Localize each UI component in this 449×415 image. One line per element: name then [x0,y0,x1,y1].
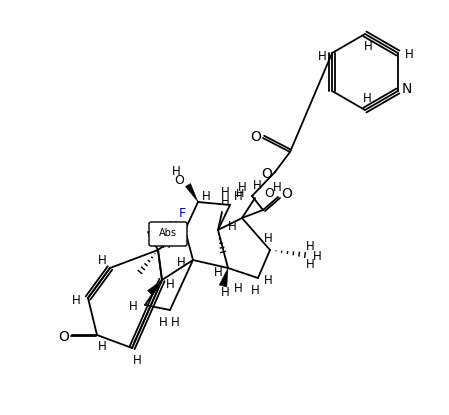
Text: H: H [169,220,177,234]
Text: H: H [363,93,371,105]
Text: H: H [220,195,229,208]
Text: H: H [318,49,326,63]
Text: H: H [171,315,179,329]
Text: H: H [306,239,314,252]
Text: O: O [282,187,292,201]
Text: Abs: Abs [159,228,177,238]
Text: H: H [220,186,229,200]
Text: H: H [97,254,106,266]
Text: H: H [228,220,236,232]
Text: O: O [174,174,184,188]
Text: O: O [58,330,70,344]
Text: H: H [166,278,174,291]
Text: H: H [236,189,244,199]
Text: H: H [364,39,372,53]
Text: H: H [405,47,413,61]
Text: H: H [233,190,242,203]
Polygon shape [219,268,228,287]
Text: H: H [176,256,185,269]
Text: O: O [262,167,273,181]
Text: H: H [158,315,167,329]
Text: O: O [251,130,261,144]
Text: H: H [264,232,273,244]
Text: H: H [172,166,180,178]
Polygon shape [185,183,198,202]
Text: H: H [162,239,170,251]
Text: H: H [253,180,261,193]
Text: H: H [132,354,141,366]
Text: H: H [214,266,222,279]
Text: N: N [402,82,412,96]
Polygon shape [147,280,162,295]
Text: H: H [238,181,247,195]
Text: H: H [220,286,229,300]
Text: H: H [202,190,211,203]
Text: H: H [128,300,137,313]
Text: H: H [72,293,80,307]
Text: H: H [97,340,106,354]
Text: H: H [273,181,282,195]
Polygon shape [110,250,158,268]
Text: H: H [233,281,242,295]
Text: H: H [306,257,314,271]
Text: H: H [313,249,321,263]
Text: F: F [178,208,185,220]
Text: O: O [264,188,274,200]
Text: H: H [264,274,273,288]
FancyBboxPatch shape [149,222,187,246]
Text: H: H [251,283,260,296]
